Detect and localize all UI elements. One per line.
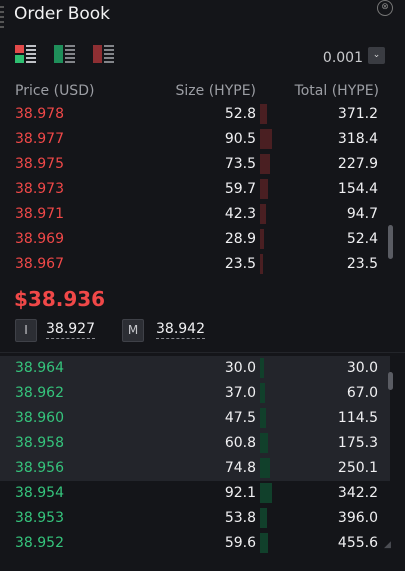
ask-row[interactable]: 38.969 28.9 52.4	[0, 227, 390, 252]
resize-handle-icon[interactable]: ◢	[384, 540, 391, 550]
close-icon[interactable]: ⊗	[377, 0, 393, 16]
bid-size: 30.0	[224, 360, 256, 376]
bid-price: 38.954	[15, 485, 64, 501]
bid-price: 38.960	[15, 410, 64, 426]
ask-price: 38.975	[15, 156, 64, 172]
bid-price: 38.956	[15, 460, 64, 476]
ask-total: 52.4	[346, 231, 378, 247]
ask-size: 90.5	[224, 131, 256, 147]
view-bids-icon[interactable]	[54, 45, 75, 63]
bid-size: 53.8	[224, 510, 256, 526]
bid-total: 396.0	[337, 510, 378, 526]
ask-total: 154.4	[337, 181, 378, 197]
bid-total: 67.0	[346, 385, 378, 401]
ask-total: 227.9	[337, 156, 378, 172]
ask-row[interactable]: 38.973 59.7 154.4	[0, 177, 390, 202]
depth-bar	[260, 358, 264, 378]
header-size: Size (HYPE)	[175, 83, 256, 99]
depth-bar	[260, 254, 263, 274]
mark-price-label: M	[122, 319, 144, 342]
ask-total: 318.4	[337, 131, 378, 147]
ask-total: 94.7	[346, 206, 378, 222]
ask-total: 23.5	[346, 256, 378, 272]
ask-size: 42.3	[224, 206, 256, 222]
bid-row[interactable]: 38.952 59.6 455.6	[0, 531, 390, 556]
view-both-icon[interactable]	[15, 45, 36, 63]
bid-total: 342.2	[337, 485, 378, 501]
ask-size: 52.8	[224, 106, 256, 122]
depth-bar	[260, 229, 264, 249]
depth-bar	[260, 129, 272, 149]
chevron-down-icon[interactable]: ⌄	[368, 47, 385, 64]
drag-handle-icon[interactable]	[0, 6, 4, 28]
depth-bar	[260, 179, 268, 199]
bid-price: 38.952	[15, 535, 64, 551]
bid-total: 455.6	[337, 535, 378, 551]
depth-bar	[260, 433, 268, 453]
ask-price: 38.969	[15, 231, 64, 247]
depth-bar	[260, 408, 266, 428]
bid-price: 38.964	[15, 360, 64, 376]
mark-price-value: 38.942	[156, 321, 205, 339]
bid-size: 37.0	[224, 385, 256, 401]
ask-size: 59.7	[224, 181, 256, 197]
bid-size: 74.8	[224, 460, 256, 476]
ask-row[interactable]: 38.978 52.8 371.2	[0, 102, 390, 127]
ask-row[interactable]: 38.975 73.5 227.9	[0, 152, 390, 177]
bid-size: 47.5	[224, 410, 256, 426]
bid-row[interactable]: 38.956 74.8 250.1	[0, 456, 390, 481]
bid-price: 38.962	[15, 385, 64, 401]
ask-price: 38.977	[15, 131, 64, 147]
depth-bar	[260, 383, 265, 403]
bid-row[interactable]: 38.962 37.0 67.0	[0, 381, 390, 406]
depth-bar	[260, 483, 272, 503]
header-price: Price (USD)	[15, 83, 95, 99]
bid-row[interactable]: 38.964 30.0 30.0	[0, 356, 390, 381]
mid-price: $38.936	[14, 287, 106, 311]
bid-total: 175.3	[337, 435, 378, 451]
bids-scrollbar[interactable]	[388, 372, 393, 390]
bid-price: 38.953	[15, 510, 64, 526]
index-price-label: I	[15, 319, 37, 342]
ask-size: 28.9	[224, 231, 256, 247]
bid-row[interactable]: 38.958 60.8 175.3	[0, 431, 390, 456]
bid-row[interactable]: 38.960 47.5 114.5	[0, 406, 390, 431]
ask-price: 38.971	[15, 206, 64, 222]
ask-price: 38.967	[15, 256, 64, 272]
ask-price: 38.973	[15, 181, 64, 197]
ask-price: 38.978	[15, 106, 64, 122]
header-total: Total (HYPE)	[294, 83, 379, 99]
depth-bar	[260, 154, 270, 174]
depth-bar	[260, 508, 267, 528]
ask-row[interactable]: 38.977 90.5 318.4	[0, 127, 390, 152]
ask-size: 23.5	[224, 256, 256, 272]
depth-bar	[260, 533, 268, 553]
depth-bar	[260, 104, 267, 124]
bid-row[interactable]: 38.953 53.8 396.0	[0, 506, 390, 531]
panel-title: Order Book	[14, 4, 111, 24]
bid-size: 60.8	[224, 435, 256, 451]
asks-scrollbar[interactable]	[388, 225, 393, 259]
ask-total: 371.2	[337, 106, 378, 122]
index-price-value: 38.927	[46, 321, 95, 339]
bid-total: 30.0	[346, 360, 378, 376]
bid-row[interactable]: 38.954 92.1 342.2	[0, 481, 390, 506]
bid-total: 250.1	[337, 460, 378, 476]
bid-size: 59.6	[224, 535, 256, 551]
divider	[0, 352, 405, 353]
ask-row[interactable]: 38.967 23.5 23.5	[0, 252, 390, 277]
depth-bar	[260, 204, 266, 224]
depth-bar	[260, 458, 270, 478]
view-asks-icon[interactable]	[93, 45, 114, 63]
ask-size: 73.5	[224, 156, 256, 172]
tick-size-value[interactable]: 0.001	[322, 50, 363, 66]
bid-total: 114.5	[337, 410, 378, 426]
bid-price: 38.958	[15, 435, 64, 451]
ask-row[interactable]: 38.971 42.3 94.7	[0, 202, 390, 227]
bid-size: 92.1	[224, 485, 256, 501]
